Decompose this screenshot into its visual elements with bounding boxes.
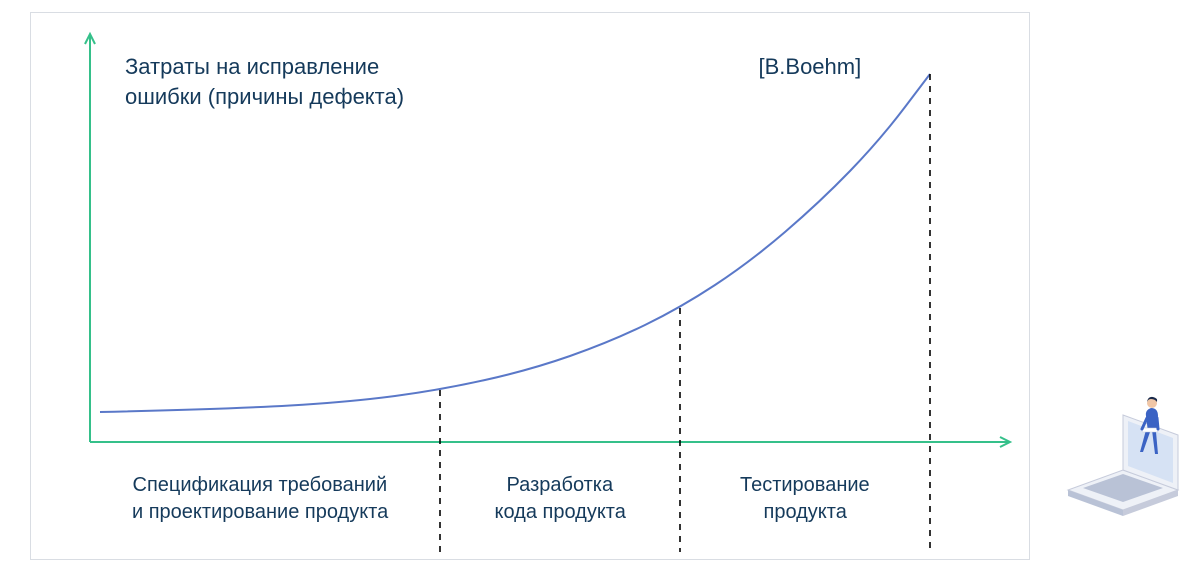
y-axis-title-line2: ошибки (причины дефекта) bbox=[125, 82, 404, 112]
laptop-illustration bbox=[1058, 380, 1188, 520]
x-section-2-line2: продукта bbox=[764, 499, 847, 526]
x-section-1-line1: Разработка bbox=[507, 472, 614, 499]
x-section-0-line2: и проектирование продукта bbox=[132, 499, 388, 526]
x-section-1-line2: кода продукта bbox=[495, 499, 626, 526]
x-section-2-line1: Тестирование bbox=[740, 472, 870, 499]
attribution-label: [B.Boehm] bbox=[759, 52, 862, 82]
y-axis-title-line1: Затраты на исправление bbox=[125, 52, 379, 82]
x-section-0-line1: Спецификация требований bbox=[133, 472, 388, 499]
